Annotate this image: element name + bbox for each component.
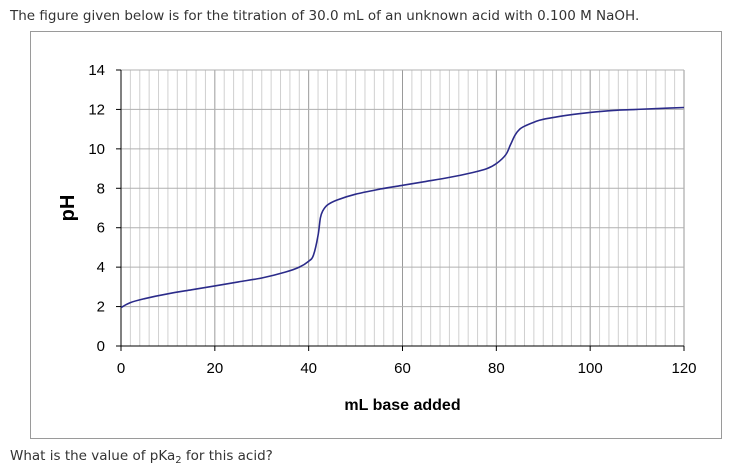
question-ask-subscript: 2 [175,455,182,466]
x-tick-label: 40 [300,360,317,377]
titration-figure [30,31,722,439]
x-tick-label: 60 [394,360,411,377]
x-axis-label: mL base added [344,397,460,414]
y-tick-label: 8 [97,180,105,197]
x-tick-label: 100 [578,360,603,377]
x-tick-label: 120 [671,360,696,377]
x-tick-label: 0 [117,360,125,377]
y-tick-label: 2 [97,299,105,316]
y-tick-label: 0 [97,338,105,355]
question-ask-suffix: for this acid? [181,448,273,464]
y-tick-label: 6 [97,220,105,237]
y-tick-label: 12 [88,101,105,118]
question-prompt: The figure given below is for the titrat… [10,8,640,24]
y-axis-label: pH [57,195,79,222]
y-tick-labels: 0 2 4 6 8 10 12 14 [88,62,121,355]
x-tick-label: 20 [206,360,223,377]
titration-curve [120,106,685,309]
y-tick-label: 14 [88,62,105,79]
question-ask-prefix: What is the value of pKa [10,448,176,464]
x-tick-label: 80 [488,360,505,377]
y-tick-label: 10 [88,141,105,158]
chart-grid [120,69,685,347]
y-tick-label: 4 [97,259,105,276]
x-tick-labels: 0 20 40 60 80 100 120 [117,346,697,377]
question-ask: What is the value of pKa2 for this acid? [10,448,273,466]
